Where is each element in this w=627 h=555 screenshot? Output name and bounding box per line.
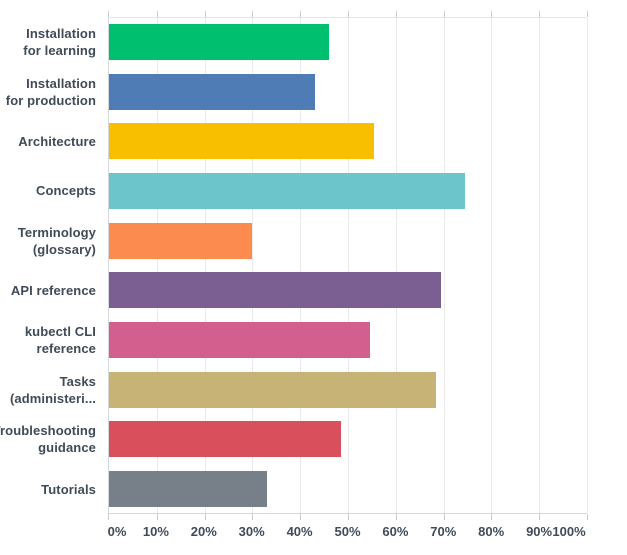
bottom-axis-tick-50% bbox=[348, 514, 349, 520]
category-label-terminology-glossary: Terminology (glossary) bbox=[0, 216, 104, 266]
bottom-axis-tick-60% bbox=[395, 514, 397, 520]
category-label-tasks-administeri: Tasks (administeri... bbox=[0, 365, 104, 415]
x-axis-label-0pct: 0% bbox=[107, 524, 127, 539]
category-label-api-reference: API reference bbox=[0, 266, 104, 316]
bottom-axis-tick-80% bbox=[491, 514, 493, 520]
top-axis-tick-50% bbox=[348, 11, 349, 17]
category-label-line: (administeri... bbox=[9, 390, 96, 406]
category-label-architecture: Architecture bbox=[0, 116, 104, 166]
bottom-axis-tick-0% bbox=[108, 514, 109, 520]
category-label-line: Installation bbox=[26, 75, 96, 91]
bottom-axis-tick-40% bbox=[300, 514, 302, 520]
top-axis-tick-40% bbox=[300, 11, 302, 17]
x-axis-label-70pct: 70% bbox=[430, 524, 457, 539]
bar-troubleshooting-guidance bbox=[109, 421, 341, 458]
category-label-tutorials: Tutorials bbox=[0, 464, 104, 514]
top-axis-tick-20% bbox=[204, 11, 206, 17]
category-label-line: guidance bbox=[38, 440, 96, 456]
bar-installation-for-production bbox=[109, 73, 315, 110]
x-axis-label-10pct: 10% bbox=[142, 524, 169, 539]
gridline-10% bbox=[156, 18, 158, 513]
bottom-axis-tick-20% bbox=[204, 514, 206, 520]
gridline-70% bbox=[443, 18, 445, 513]
bar-tasks-administeri bbox=[109, 371, 437, 408]
category-label-line: Concepts bbox=[35, 183, 96, 199]
gridline-30% bbox=[252, 18, 254, 513]
top-axis-tick-70% bbox=[443, 11, 445, 17]
category-label-kubectl-cli-reference: kubectl CLI reference bbox=[0, 315, 104, 365]
gridline-40% bbox=[300, 18, 302, 513]
x-axis-label-50pct: 50% bbox=[334, 524, 361, 539]
top-axis-tick-60% bbox=[395, 11, 397, 17]
top-axis-tick-30% bbox=[252, 11, 254, 17]
gridline-100% bbox=[587, 18, 588, 513]
x-axis-label-90pct: 90% bbox=[526, 524, 553, 539]
category-label-line: Tutorials bbox=[41, 481, 96, 497]
category-label-line: (glossary) bbox=[32, 241, 96, 257]
gridline-20% bbox=[204, 18, 206, 513]
category-label-installation-for-production: Installation for production bbox=[0, 67, 104, 117]
top-axis-tick-90% bbox=[539, 11, 541, 17]
bar-terminology-glossary bbox=[109, 222, 253, 259]
x-axis-label-20pct: 20% bbox=[190, 524, 217, 539]
category-label-line: for production bbox=[5, 92, 96, 108]
category-label-troubleshooting-guidance: Troubleshooting guidance bbox=[0, 415, 104, 465]
bar-kubectl-cli-reference bbox=[109, 322, 370, 359]
bar-api-reference bbox=[109, 272, 442, 309]
category-label-line: reference bbox=[36, 341, 96, 357]
x-axis-label-40pct: 40% bbox=[286, 524, 313, 539]
x-axis-label-60pct: 60% bbox=[382, 524, 409, 539]
bar-installation-for-learning bbox=[109, 23, 329, 60]
y-axis-category-labels: Installation for learning Installation for … bbox=[0, 17, 104, 514]
x-axis-label-30pct: 30% bbox=[238, 524, 265, 539]
gridline-90% bbox=[539, 18, 541, 513]
category-label-line: API reference bbox=[10, 282, 96, 298]
category-label-line: Tasks bbox=[59, 373, 96, 389]
bar-tutorials bbox=[109, 471, 267, 508]
bottom-axis-tick-10% bbox=[156, 514, 158, 520]
category-label-line: Troubleshooting bbox=[0, 423, 96, 439]
bar-concepts bbox=[109, 172, 466, 209]
gridline-60% bbox=[395, 18, 397, 513]
category-label-installation-for-learning: Installation for learning bbox=[0, 17, 104, 67]
bottom-axis-tick-90% bbox=[539, 514, 541, 520]
x-axis-label-80pct: 80% bbox=[478, 524, 505, 539]
gridline-50% bbox=[348, 18, 349, 513]
bar-architecture bbox=[109, 123, 375, 160]
category-label-concepts: Concepts bbox=[0, 166, 104, 216]
category-label-line: kubectl CLI bbox=[24, 324, 96, 340]
top-axis-tick-80% bbox=[491, 11, 493, 17]
category-label-line: Installation bbox=[26, 25, 96, 41]
top-axis-tick-0% bbox=[108, 11, 109, 17]
category-label-line: Terminology bbox=[17, 224, 96, 240]
category-label-line: Architecture bbox=[18, 133, 96, 149]
top-axis-tick-100% bbox=[587, 11, 588, 17]
x-axis-labels: 0% 10% 20% 30% 40% 50% 60% 70% 80% 90% 100% bbox=[108, 524, 587, 544]
bottom-axis-tick-70% bbox=[443, 514, 445, 520]
bottom-axis-tick-30% bbox=[252, 514, 254, 520]
gridline-80% bbox=[491, 18, 493, 513]
x-axis-label-100pct: 100% bbox=[552, 524, 586, 539]
category-label-line: for learning bbox=[23, 42, 96, 58]
top-axis-tick-10% bbox=[156, 11, 158, 17]
plot-area bbox=[108, 11, 588, 520]
bottom-axis-tick-100% bbox=[587, 514, 588, 520]
